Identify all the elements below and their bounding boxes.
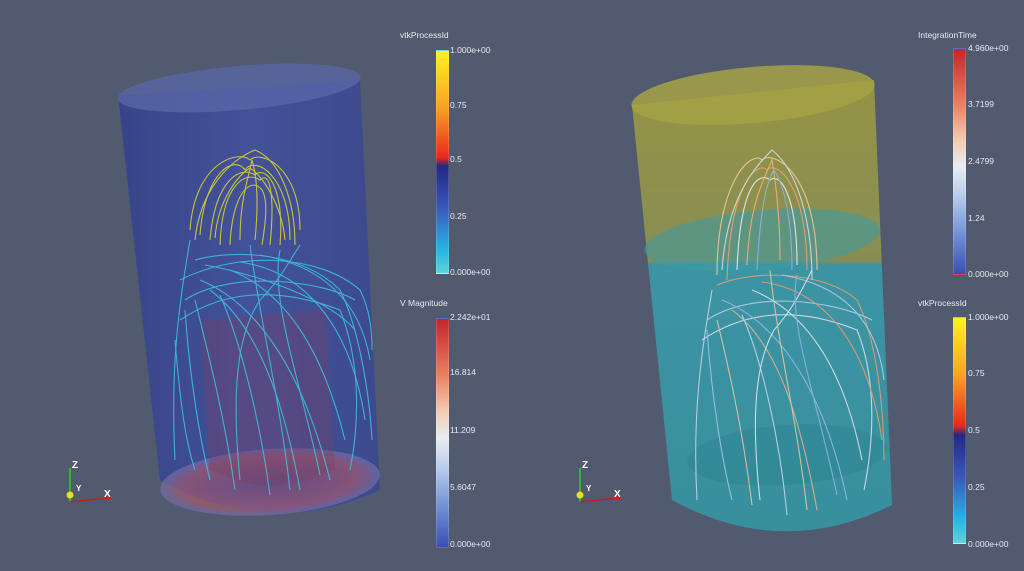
color-legend-process-id: vtkProcessId 1.000e+00 0.75 0.5 0.25 0.0…: [918, 298, 1024, 553]
legend-title: V Magnitude: [400, 298, 448, 308]
tick-label: 0.5: [968, 425, 980, 435]
orientation-axes: Z Y X: [58, 458, 118, 513]
axis-label-x: X: [104, 489, 111, 500]
axis-label-y: Y: [76, 484, 82, 493]
legend-color-bar: [436, 318, 449, 548]
axis-label-z: Z: [72, 460, 79, 471]
tick-label: 0.25: [450, 211, 467, 221]
color-legend-process-id: vtkProcessId 1.000e+00 0.75 0.5 0.25 0.0…: [400, 30, 510, 277]
axis-label-y: Y: [586, 484, 592, 493]
tick-label: 0.75: [968, 368, 985, 378]
orientation-axes: Z Y X: [568, 458, 628, 513]
tick-label: 0.000e+00: [450, 539, 491, 549]
legend-title: vtkProcessId: [918, 298, 967, 308]
streamlines: [173, 149, 373, 496]
container-cylinder: [117, 63, 380, 516]
legend-title: IntegrationTime: [918, 30, 977, 40]
render-view-right[interactable]: IntegrationTime 4.960e+00 3.7199 2.4799 …: [512, 0, 1024, 571]
render-view-left[interactable]: vtkProcessId 1.000e+00 0.75 0.5 0.25 0.0…: [0, 0, 512, 571]
tick-label: 0.75: [450, 100, 467, 110]
axis-label-z: Z: [582, 460, 589, 471]
legend-color-bar: [953, 317, 966, 544]
color-legend-v-magnitude: V Magnitude 2.242e+01 16.814 11.209 5.60…: [400, 298, 510, 549]
color-legend-integration-time: IntegrationTime 4.960e+00 3.7199 2.4799 …: [918, 30, 1024, 279]
tick-label: 4.960e+00: [968, 43, 1009, 53]
tick-label: 1.000e+00: [968, 312, 1009, 322]
tick-label: 16.814: [450, 367, 476, 377]
legend-color-bar: [953, 48, 966, 275]
tick-label: 0.000e+00: [968, 269, 1009, 279]
streamline-scene-left[interactable]: [0, 0, 512, 571]
tick-label: 2.242e+01: [450, 312, 491, 322]
tick-label: 2.4799: [968, 156, 994, 166]
tick-label: 3.7199: [968, 99, 994, 109]
tick-label: 5.6047: [450, 482, 476, 492]
tick-label: 0.25: [968, 482, 985, 492]
legend-color-bar: [436, 50, 449, 274]
tick-label: 1.000e+00: [450, 45, 491, 55]
tick-label: 0.000e+00: [450, 267, 491, 277]
tick-label: 0.000e+00: [968, 539, 1009, 549]
axis-label-x: X: [614, 489, 621, 500]
streamline-scene-right[interactable]: [512, 0, 1024, 571]
streamlines: [695, 149, 885, 516]
legend-title: vtkProcessId: [400, 30, 449, 40]
tick-label: 0.5: [450, 154, 462, 164]
tick-label: 1.24: [968, 213, 985, 223]
tick-label: 11.209: [450, 425, 476, 435]
